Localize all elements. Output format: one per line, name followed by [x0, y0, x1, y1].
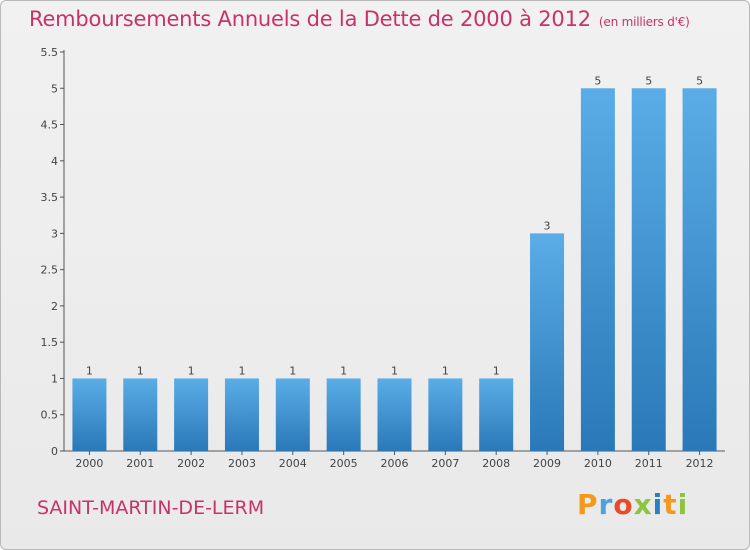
x-tick-label: 2008	[482, 457, 510, 470]
logo-letter: o	[613, 488, 634, 521]
x-tick-label: 2005	[330, 457, 358, 470]
x-tick-label: 2003	[228, 457, 256, 470]
bar-2006	[377, 378, 412, 451]
y-tick-label: 4	[51, 155, 58, 168]
data-label: 1	[493, 364, 500, 377]
chart-units: (en milliers d'€)	[598, 15, 690, 29]
data-label: 1	[86, 364, 93, 377]
y-tick-label: 0.5	[41, 409, 59, 422]
bar-2012	[682, 88, 717, 451]
y-tick-label: 5	[51, 82, 58, 95]
bar-2000	[72, 378, 107, 451]
data-label: 1	[391, 364, 398, 377]
data-label: 1	[238, 364, 245, 377]
bar-2002	[174, 378, 209, 451]
bar-2009	[530, 233, 565, 451]
y-tick-label: 2	[51, 300, 58, 313]
logo-letter: i	[677, 488, 689, 521]
data-label: 1	[340, 364, 347, 377]
bar-2010	[580, 88, 615, 451]
data-label: 1	[442, 364, 449, 377]
x-tick-label: 2006	[381, 457, 409, 470]
x-tick-label: 2001	[126, 457, 154, 470]
chart-bars: 1 1 1 1 1 1 1 1 1 3 5 5 5	[72, 74, 717, 451]
data-label: 1	[137, 364, 144, 377]
x-tick-label: 2010	[584, 457, 612, 470]
logo-letter: P	[577, 488, 599, 521]
data-label: 5	[645, 74, 652, 87]
bar-2004	[275, 378, 310, 451]
data-label: 1	[289, 364, 296, 377]
y-tick-label: 0	[51, 445, 58, 458]
data-label: 1	[188, 364, 195, 377]
chart-title: Remboursements Annuels de la Dette de 20…	[29, 7, 690, 31]
x-tick-label: 2011	[635, 457, 663, 470]
chart-title-text: Remboursements Annuels de la Dette de 20…	[29, 7, 591, 31]
y-tick-label: 2.5	[41, 264, 59, 277]
bar-2007	[428, 378, 463, 451]
bar-2011	[631, 88, 666, 451]
commune-name: SAINT-MARTIN-DE-LERM	[37, 497, 265, 519]
logo-letter: i	[652, 488, 664, 521]
data-label: 3	[544, 219, 551, 232]
y-tick-label: 1.5	[41, 336, 59, 349]
x-tick-label: 2009	[533, 457, 561, 470]
logo-letter: t	[663, 488, 678, 521]
bar-2005	[326, 378, 361, 451]
x-tick-label: 2004	[279, 457, 307, 470]
chart-axes: 0 0.5 1 1.5 2 2.5 3 3.5 4 4.5 5 5.5 2000 2001 2002 2003…	[41, 46, 725, 470]
bar-2003	[224, 378, 259, 451]
logo-letter: x	[633, 488, 653, 521]
x-tick-label: 2007	[431, 457, 459, 470]
x-tick-label: 2012	[686, 457, 714, 470]
y-tick-label: 5.5	[41, 46, 59, 59]
logo-letter: r	[598, 488, 614, 521]
proxiti-logo: Proxiti	[577, 488, 688, 521]
y-tick-label: 3	[51, 227, 58, 240]
x-tick-label: 2000	[75, 457, 103, 470]
data-label: 5	[696, 74, 703, 87]
y-tick-label: 3.5	[41, 191, 59, 204]
y-tick-label: 1	[51, 372, 58, 385]
bar-2001	[123, 378, 158, 451]
bar-2008	[479, 378, 514, 451]
data-label: 5	[594, 74, 601, 87]
x-tick-label: 2002	[177, 457, 205, 470]
y-tick-label: 4.5	[41, 119, 59, 132]
